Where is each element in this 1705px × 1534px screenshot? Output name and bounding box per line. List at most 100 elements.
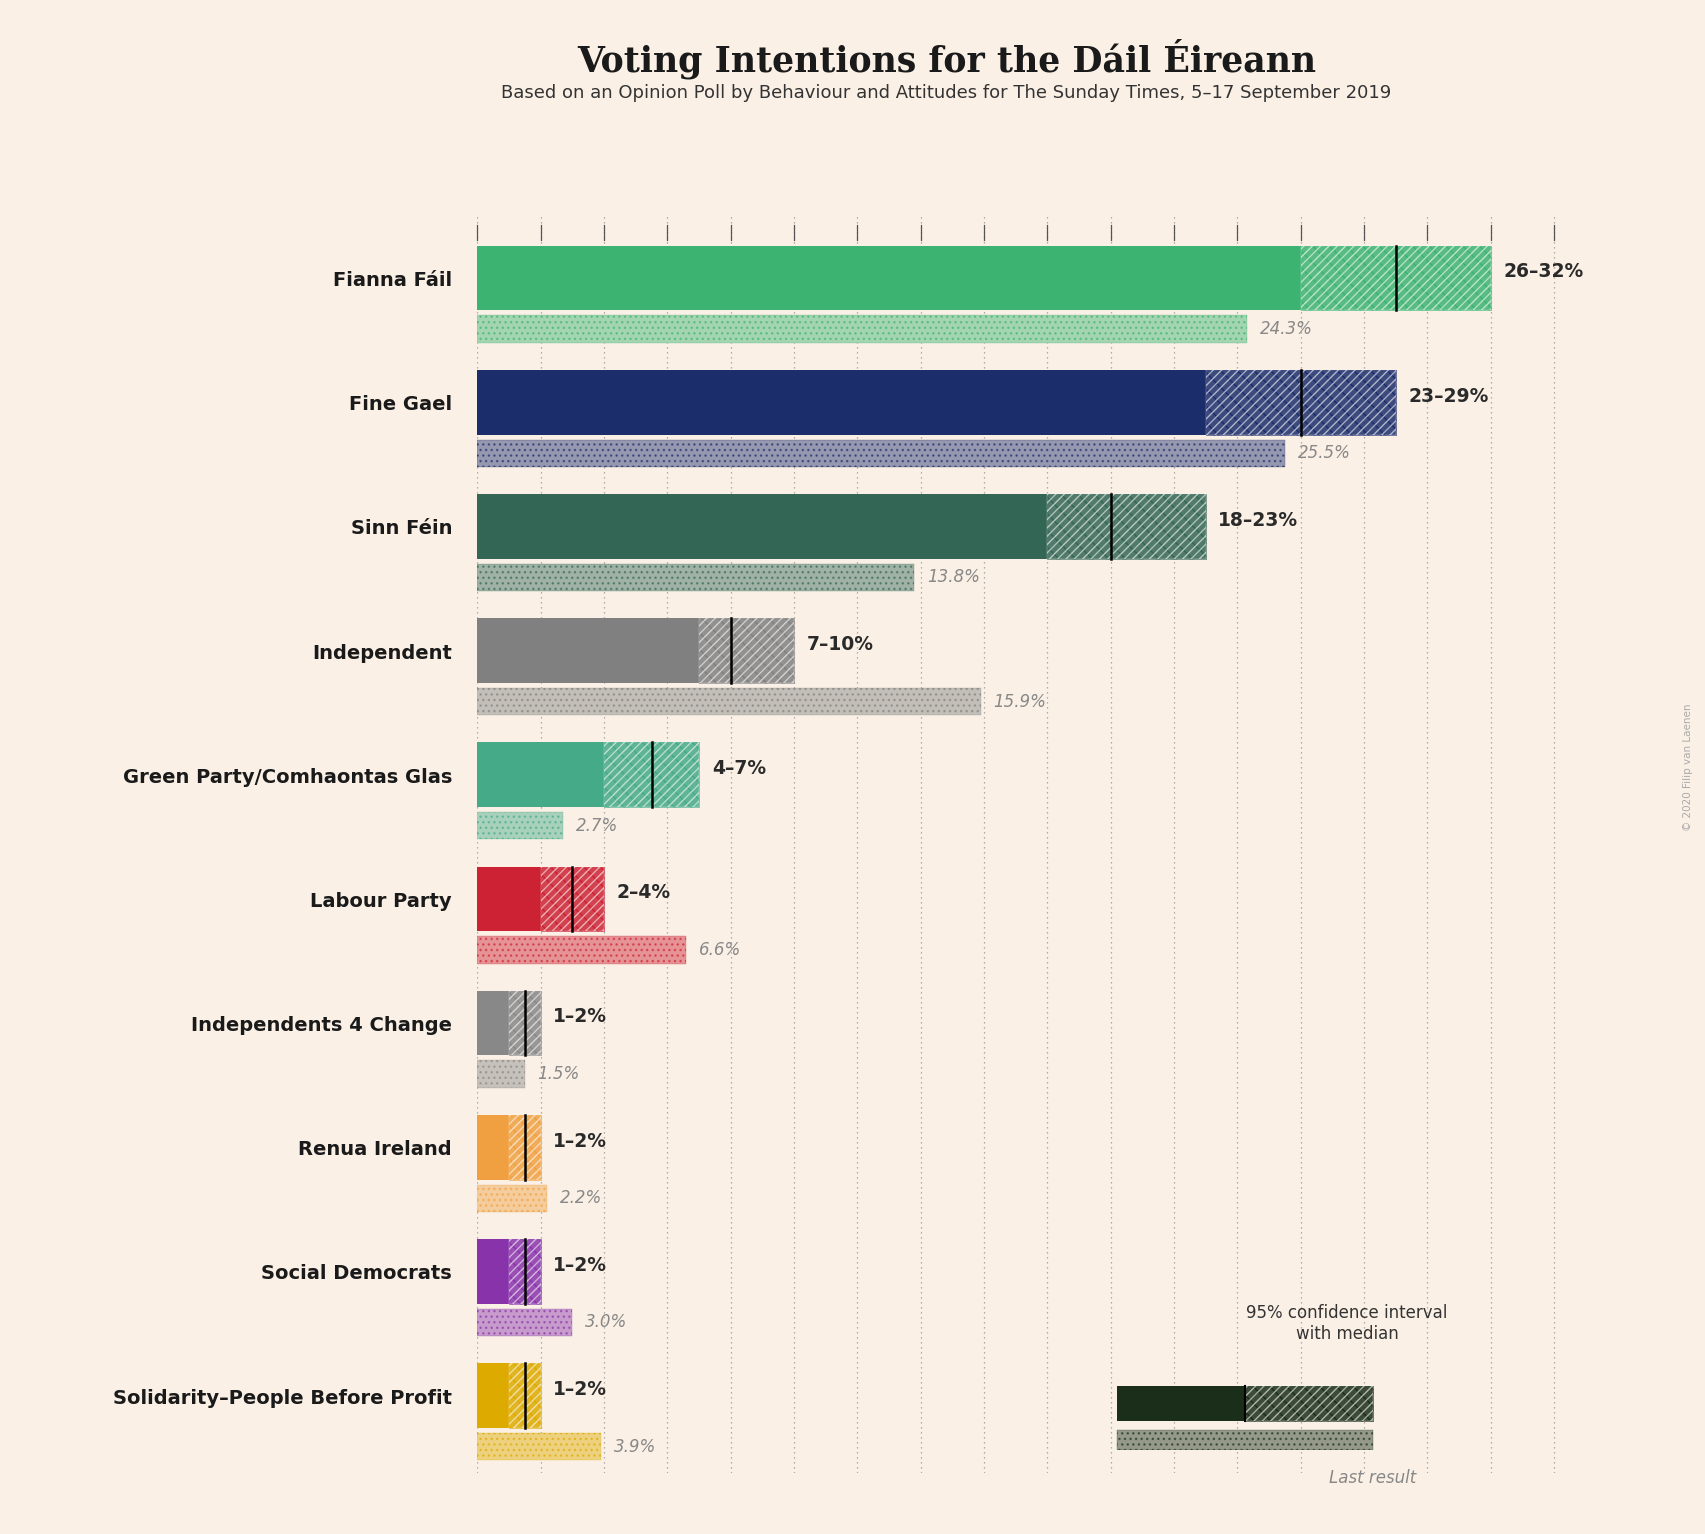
Bar [477, 1433, 600, 1460]
Bar [1245, 1387, 1373, 1420]
Bar [510, 1115, 540, 1180]
Bar [1301, 245, 1490, 310]
Text: Renua Ireland: Renua Ireland [298, 1140, 452, 1160]
Bar [604, 742, 699, 807]
Bar [477, 440, 1286, 466]
Bar [477, 991, 510, 1055]
Bar [477, 687, 980, 715]
Text: Independent: Independent [312, 644, 452, 663]
Bar [1205, 370, 1396, 434]
Text: 3.9%: 3.9% [614, 1437, 656, 1456]
Bar [510, 1239, 540, 1304]
Text: 3.0%: 3.0% [585, 1313, 627, 1332]
Bar [510, 1115, 540, 1180]
Bar [510, 1364, 540, 1428]
Bar [477, 1364, 510, 1428]
Text: 18–23%: 18–23% [1219, 511, 1299, 529]
Bar [699, 618, 795, 683]
Text: 15.9%: 15.9% [994, 692, 1047, 710]
Bar [604, 742, 699, 807]
Text: Based on an Opinion Poll by Behaviour and Attitudes for The Sunday Times, 5–17 S: Based on an Opinion Poll by Behaviour an… [501, 84, 1391, 103]
Text: Green Party/Comhaontas Glas: Green Party/Comhaontas Glas [123, 769, 452, 787]
Bar [477, 867, 540, 931]
Text: Last result: Last result [1328, 1470, 1417, 1486]
Bar [477, 1060, 525, 1088]
Text: 1–2%: 1–2% [554, 1381, 607, 1399]
Text: 1–2%: 1–2% [554, 1132, 607, 1150]
Text: Sinn Féin: Sinn Féin [351, 520, 452, 538]
Bar [1047, 494, 1205, 558]
Text: Solidarity–People Before Profit: Solidarity–People Before Profit [113, 1388, 452, 1408]
Bar [1205, 370, 1396, 434]
Bar [477, 316, 1246, 342]
Bar [540, 867, 604, 931]
Text: Fianna Fáil: Fianna Fáil [332, 272, 452, 290]
Text: 1–2%: 1–2% [554, 1256, 607, 1275]
Bar [699, 618, 795, 683]
Bar [477, 316, 1246, 342]
Text: 1–2%: 1–2% [554, 1008, 607, 1026]
Text: Voting Intentions for the Dáil Éireann: Voting Intentions for the Dáil Éireann [576, 38, 1316, 78]
Bar [477, 563, 914, 591]
Text: 24.3%: 24.3% [1260, 321, 1313, 337]
Bar [699, 618, 795, 683]
Bar [477, 687, 980, 715]
Text: 23–29%: 23–29% [1408, 387, 1488, 405]
Bar [540, 867, 604, 931]
Bar [1205, 370, 1396, 434]
Bar [477, 245, 1301, 310]
Bar [1117, 1430, 1373, 1450]
Bar [510, 991, 540, 1055]
Bar [1245, 1387, 1373, 1420]
Text: Labour Party: Labour Party [310, 891, 452, 911]
Text: Independents 4 Change: Independents 4 Change [191, 1016, 452, 1035]
Bar [1047, 494, 1205, 558]
Text: 26–32%: 26–32% [1504, 262, 1584, 281]
Bar [477, 1309, 573, 1336]
Text: 13.8%: 13.8% [928, 569, 980, 586]
Bar [477, 370, 1205, 434]
Text: 6.6%: 6.6% [699, 940, 742, 959]
Bar [477, 811, 563, 839]
Bar [510, 1115, 540, 1180]
Text: 4–7%: 4–7% [711, 759, 766, 778]
Bar [510, 1364, 540, 1428]
Bar [477, 1433, 600, 1460]
Text: 2.2%: 2.2% [559, 1189, 602, 1207]
Bar [510, 1239, 540, 1304]
Bar [1047, 494, 1205, 558]
Text: 7–10%: 7–10% [806, 635, 873, 653]
Bar [477, 618, 699, 683]
Bar [477, 563, 914, 591]
Bar [477, 936, 687, 963]
Bar [510, 1239, 540, 1304]
Bar [477, 440, 1286, 466]
Text: 25.5%: 25.5% [1298, 445, 1350, 462]
Text: Social Democrats: Social Democrats [261, 1264, 452, 1284]
Text: © 2020 Filip van Laenen: © 2020 Filip van Laenen [1683, 703, 1693, 831]
Bar [477, 1309, 573, 1336]
Bar [1245, 1387, 1373, 1420]
Bar [477, 1184, 547, 1212]
Bar [477, 742, 604, 807]
Bar [477, 1184, 547, 1212]
Text: 1.5%: 1.5% [537, 1065, 580, 1083]
Text: Fine Gael: Fine Gael [350, 396, 452, 414]
Bar [477, 1060, 525, 1088]
Bar [1301, 245, 1490, 310]
Bar [477, 494, 1047, 558]
Bar [477, 1115, 510, 1180]
Text: 95% confidence interval
with median: 95% confidence interval with median [1246, 1304, 1448, 1342]
Bar [477, 936, 687, 963]
Text: 2–4%: 2–4% [617, 884, 670, 902]
Bar [1117, 1430, 1373, 1450]
Bar [477, 811, 563, 839]
Bar [510, 991, 540, 1055]
Bar [540, 867, 604, 931]
Bar [1301, 245, 1490, 310]
Bar [604, 742, 699, 807]
Bar [477, 1239, 510, 1304]
Bar [510, 991, 540, 1055]
Bar [1117, 1387, 1245, 1420]
Text: 2.7%: 2.7% [576, 816, 617, 834]
